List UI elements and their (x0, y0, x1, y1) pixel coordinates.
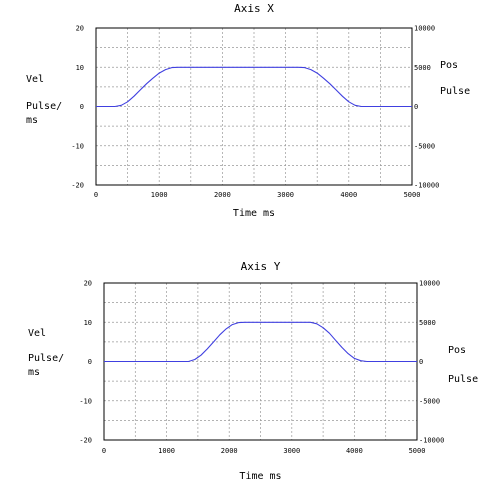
y-tick-label-left: -10 (71, 142, 84, 150)
y-tick-label-right: 0 (414, 103, 418, 111)
y-tick-label-right: -10000 (414, 182, 439, 190)
x-tick-label: 3000 (283, 447, 300, 455)
y-tick-label-right: -5000 (414, 142, 435, 150)
y-axis-label-right: Pos (440, 60, 458, 71)
y-tick-label-left: 0 (80, 103, 84, 111)
x-tick-label: 3000 (277, 191, 294, 199)
y-tick-label-left: -20 (79, 437, 92, 445)
chart-title: Axis X (234, 2, 274, 15)
chart-axis-x: Axis X 0 1000 2000 3000 4000 5000 20 10 0 -10 -20 10… (0, 0, 489, 240)
y-tick-label-right: -5000 (419, 397, 440, 405)
x-tick-label: 5000 (409, 447, 426, 455)
chart-axis-y: Axis Y 0 1000 2000 3000 4000 5000 20 10 0 -10 -20 10… (0, 252, 489, 485)
x-tick-label: 0 (102, 447, 106, 455)
y-tick-label-right: 10000 (414, 25, 435, 33)
y-tick-label-left: -10 (79, 397, 92, 405)
y-axis-label-left: Vel (28, 328, 46, 339)
y-tick-label-left: 10 (84, 319, 92, 327)
chart-axis-x-svg: Axis X 0 1000 2000 3000 4000 5000 20 10 0 -10 -20 10… (26, 2, 470, 219)
y-tick-label-right: 5000 (414, 64, 431, 72)
chart-axis-y-svg: Axis Y 0 1000 2000 3000 4000 5000 20 10 0 -10 -20 10… (28, 260, 478, 482)
y-axis-label-left: Pulse/ (28, 353, 64, 364)
y-tick-label-right: -10000 (419, 437, 444, 445)
y-axis-label-left: ms (28, 367, 40, 378)
x-tick-label: 0 (94, 191, 98, 199)
velocity-series-line (104, 321, 417, 363)
y-axis-label-right: Pulse (440, 86, 470, 97)
y-tick-label-right: 10000 (419, 280, 440, 288)
y-axis-label-left: Vel (26, 74, 44, 85)
y-tick-label-left: 20 (84, 280, 92, 288)
x-axis-label: Time ms (239, 471, 281, 482)
y-axis-label-left: Pulse/ (26, 101, 62, 112)
x-tick-label: 1000 (151, 191, 168, 199)
x-tick-label: 4000 (340, 191, 357, 199)
x-tick-label: 4000 (346, 447, 363, 455)
y-tick-label-left: 20 (76, 25, 84, 33)
y-tick-label-right: 0 (419, 358, 423, 366)
y-tick-label-left: -20 (71, 182, 84, 190)
x-tick-label: 2000 (221, 447, 238, 455)
chart-title: Axis Y (241, 260, 281, 273)
y-tick-label-left: 0 (88, 358, 92, 366)
y-axis-label-left: ms (26, 115, 38, 126)
y-tick-label-right: 5000 (419, 319, 436, 327)
y-tick-label-left: 10 (76, 64, 84, 72)
y-axis-label-right: Pulse (448, 374, 478, 385)
y-axis-label-right: Pos (448, 345, 466, 356)
x-tick-label: 2000 (214, 191, 231, 199)
x-tick-label: 5000 (404, 191, 421, 199)
x-tick-label: 1000 (158, 447, 175, 455)
velocity-series-line (96, 66, 412, 108)
x-axis-label: Time ms (233, 208, 275, 219)
